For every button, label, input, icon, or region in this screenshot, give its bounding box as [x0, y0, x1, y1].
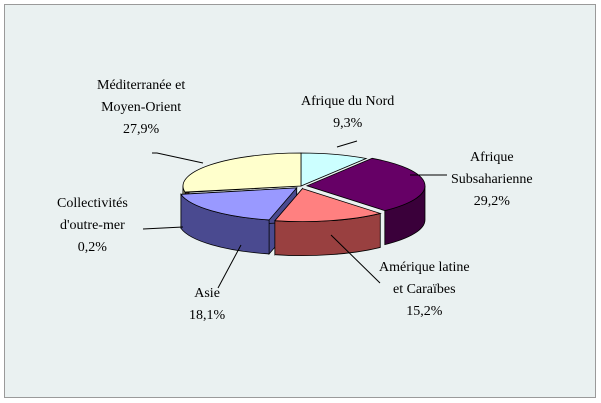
- pie-chart: [142, 140, 447, 289]
- label-afrique-subsaharienne: Afrique Subsaharienne 29,2%: [451, 150, 533, 209]
- label-afrique-du-nord: Afrique du Nord 9,3%: [301, 94, 395, 131]
- leader-line-5: [152, 152, 204, 164]
- label-amerique-latine: Amérique latine et Caraïbes 15,2%: [379, 260, 470, 319]
- slice-top-2: [274, 188, 382, 223]
- label-mediterranee-moyen-orient: Méditerranée et Moyen-Orient 27,9%: [97, 78, 186, 137]
- slice-top-5: [182, 152, 302, 193]
- slice-top-1: [305, 157, 426, 212]
- label-collectivites-outre-mer: Collectivités d'outre-mer 0,2%: [57, 196, 128, 255]
- leader-line-0: [336, 140, 358, 148]
- chart-frame: Afrique du Nord 9,3% Afrique Subsaharien…: [4, 4, 596, 398]
- slice-top-3: [180, 187, 298, 221]
- leader-line-2: [330, 234, 381, 284]
- leader-line-4: [142, 226, 184, 230]
- label-asie: Asie 18,1%: [189, 286, 226, 323]
- leader-line-3: [217, 244, 242, 289]
